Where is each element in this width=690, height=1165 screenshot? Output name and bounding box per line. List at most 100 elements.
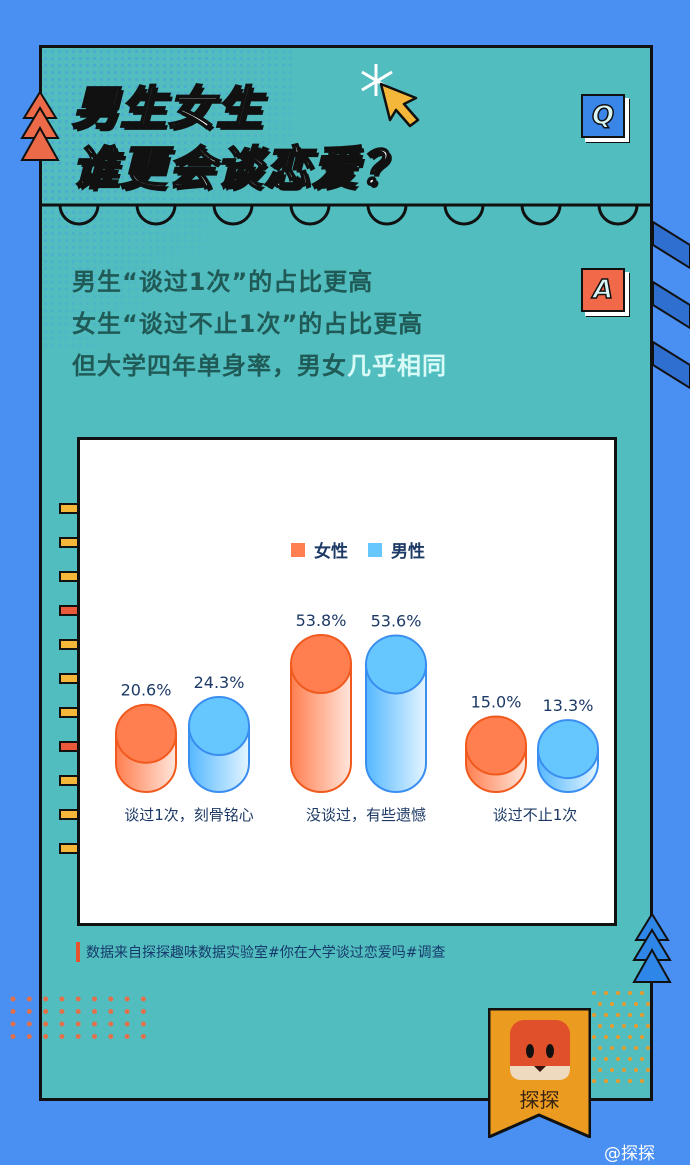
dot bbox=[616, 991, 620, 995]
dot bbox=[628, 1013, 632, 1017]
dot bbox=[26, 1021, 32, 1027]
dot bbox=[592, 1035, 596, 1039]
tree-icon bbox=[20, 90, 60, 161]
dot bbox=[108, 1021, 114, 1027]
scallop bbox=[443, 204, 485, 226]
halftone-dots bbox=[42, 48, 292, 348]
category-label: 谈过不止1次 bbox=[493, 806, 578, 824]
dot bbox=[108, 1009, 114, 1014]
dot bbox=[140, 1021, 146, 1027]
dot bbox=[604, 1035, 608, 1039]
weibo-handle[interactable]: @探探 bbox=[604, 1144, 655, 1164]
dot bbox=[604, 991, 608, 995]
dot bbox=[634, 1002, 638, 1006]
legend-label-male: 男性 bbox=[391, 541, 425, 562]
dot bbox=[604, 1057, 608, 1061]
q-badge: Q bbox=[581, 94, 625, 138]
dot bbox=[640, 1013, 644, 1017]
bar-top bbox=[465, 715, 527, 776]
dot bbox=[604, 1079, 608, 1083]
data-source: 数据来自探探趣味数据实验室#你在大学谈过恋爱吗#调查 bbox=[76, 942, 445, 962]
answer-line-2: 女生“谈过不止1次”的占比更高 bbox=[72, 310, 424, 338]
dot bbox=[604, 1013, 608, 1017]
dot bbox=[108, 1034, 114, 1039]
dot bbox=[640, 1079, 644, 1083]
data-label: 13.3% bbox=[543, 696, 594, 715]
scallop bbox=[212, 204, 254, 226]
dot bbox=[59, 1021, 65, 1027]
dot bbox=[140, 996, 146, 1002]
category-label: 没谈过，有些遗憾 bbox=[306, 806, 426, 824]
answer-line-3-prefix: 但大学四年单身率，男女 bbox=[72, 352, 347, 380]
dot bbox=[616, 1057, 620, 1061]
scallop bbox=[58, 204, 100, 226]
answer-highlight: 几乎相同 bbox=[347, 352, 447, 380]
dot bbox=[10, 1034, 16, 1039]
answer-line-1: 男生“谈过1次”的占比更高 bbox=[72, 268, 374, 296]
dot bbox=[598, 1024, 602, 1028]
scallop bbox=[597, 204, 639, 226]
bar-male: 53.6% bbox=[365, 611, 427, 793]
dot bbox=[92, 1009, 97, 1014]
bar-top bbox=[290, 634, 352, 695]
dot bbox=[628, 1057, 632, 1061]
dot bbox=[616, 1035, 620, 1039]
dot bbox=[598, 1002, 602, 1006]
legend-swatch-male bbox=[368, 543, 382, 557]
dot bbox=[634, 1024, 638, 1028]
dot bbox=[92, 1021, 97, 1027]
cursor-icon bbox=[361, 64, 420, 128]
dot bbox=[640, 1035, 644, 1039]
scallop bbox=[289, 204, 331, 226]
dot bbox=[616, 1013, 620, 1017]
bar-top bbox=[188, 695, 250, 756]
bar-top bbox=[365, 634, 427, 695]
answer-line-3: 但大学四年单身率，男女几乎相同 bbox=[72, 346, 447, 381]
dot bbox=[622, 1002, 626, 1006]
dot bbox=[634, 1068, 638, 1072]
dot bbox=[140, 1009, 146, 1014]
dot bbox=[598, 1046, 602, 1050]
dot bbox=[646, 1068, 650, 1072]
dot bbox=[634, 1046, 638, 1050]
dot bbox=[124, 1021, 130, 1027]
dot bbox=[628, 1035, 632, 1039]
bar-male: 13.3% bbox=[537, 696, 599, 793]
brand-name: 探探 bbox=[519, 1088, 560, 1112]
tree-icon bbox=[632, 912, 672, 983]
dot bbox=[43, 1021, 49, 1027]
dot bbox=[26, 996, 32, 1002]
brand-badge[interactable]: 探探 bbox=[487, 1007, 592, 1140]
bar-female: 15.0% bbox=[465, 693, 527, 793]
dot bbox=[640, 991, 644, 995]
bar-body bbox=[365, 663, 427, 793]
title-line-2: 谁更会谈恋爱？ bbox=[71, 140, 408, 196]
data-label: 24.3% bbox=[194, 673, 245, 692]
data-label: 53.8% bbox=[296, 611, 347, 630]
dot bbox=[75, 996, 81, 1002]
dot bbox=[598, 1068, 602, 1072]
dot bbox=[628, 991, 632, 995]
legend-swatch-female bbox=[291, 543, 305, 557]
bar-top bbox=[537, 719, 599, 780]
scallop bbox=[366, 204, 408, 226]
legend-label-female: 女性 bbox=[314, 541, 348, 562]
dot bbox=[592, 1013, 596, 1017]
data-label: 15.0% bbox=[471, 693, 522, 712]
bar-body bbox=[290, 663, 352, 793]
dot bbox=[43, 996, 49, 1002]
a-badge: A bbox=[581, 268, 625, 312]
dot bbox=[10, 1021, 16, 1027]
dot bbox=[75, 1009, 81, 1014]
dot bbox=[108, 996, 114, 1002]
dot bbox=[26, 1034, 32, 1039]
dot bbox=[640, 1057, 644, 1061]
dot bbox=[140, 1034, 146, 1039]
dot bbox=[622, 1068, 626, 1072]
dot bbox=[59, 996, 65, 1002]
dot bbox=[92, 996, 97, 1002]
dot bbox=[124, 996, 130, 1002]
ribbon bbox=[487, 1007, 592, 1140]
dot bbox=[622, 1046, 626, 1050]
bar-female: 20.6% bbox=[115, 681, 177, 793]
